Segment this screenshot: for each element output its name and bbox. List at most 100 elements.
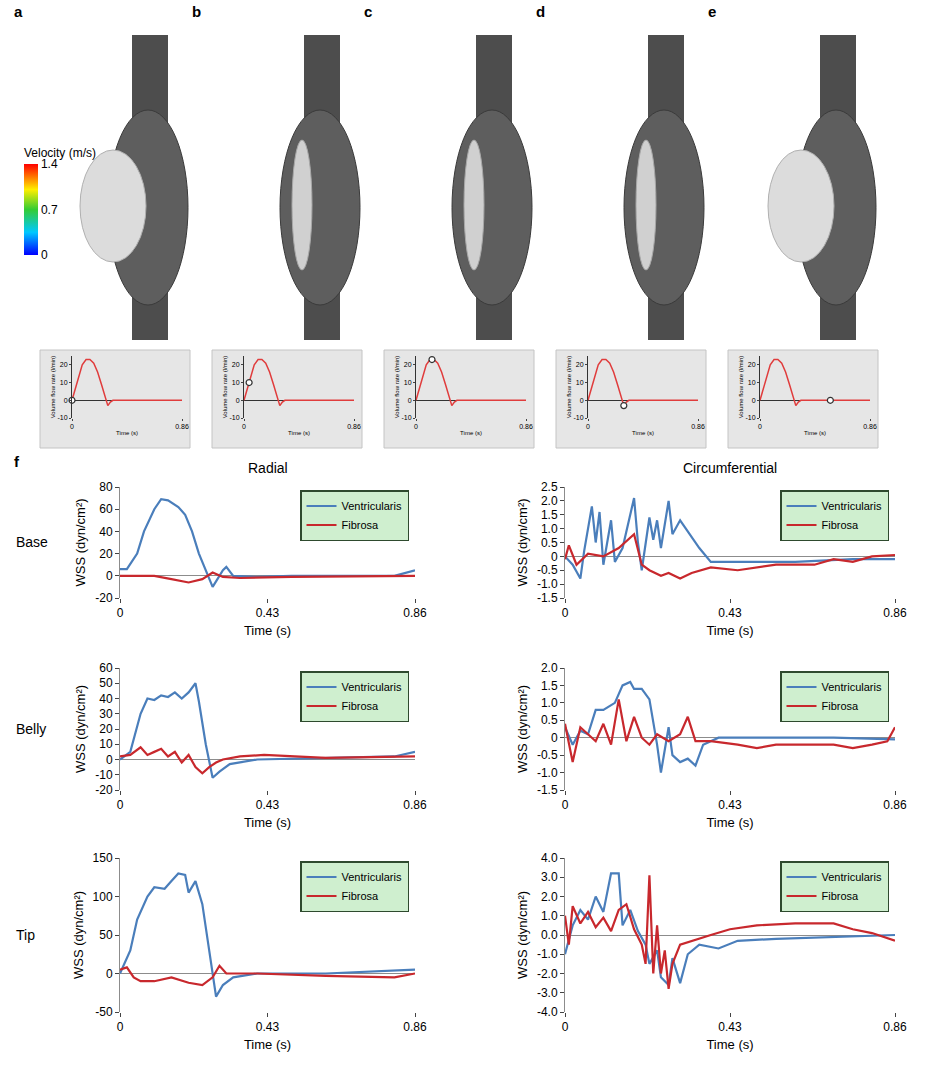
svg-text:Circumferential: Circumferential: [683, 460, 777, 476]
svg-text:f: f: [14, 453, 20, 470]
svg-text:2.0: 2.0: [541, 661, 558, 675]
svg-text:-1.0: -1.0: [537, 577, 558, 591]
svg-text:-0.5: -0.5: [537, 748, 558, 762]
svg-text:4.0: 4.0: [541, 851, 558, 865]
svg-text:2.0: 2.0: [541, 494, 558, 508]
svg-text:Time (s): Time (s): [632, 430, 654, 436]
svg-text:Ventricularis: Ventricularis: [342, 500, 402, 512]
svg-text:Ventricularis: Ventricularis: [822, 871, 882, 883]
svg-text:2.5: 2.5: [541, 480, 558, 494]
svg-text:10: 10: [232, 379, 240, 386]
svg-text:Belly: Belly: [16, 721, 46, 737]
svg-text:3.0: 3.0: [541, 870, 558, 884]
svg-text:a: a: [14, 3, 23, 20]
svg-text:-10: -10: [229, 414, 239, 421]
svg-text:Fibrosa: Fibrosa: [822, 700, 860, 712]
svg-text:WSS (dyn/cm²): WSS (dyn/cm²): [71, 891, 86, 979]
svg-text:Time (s): Time (s): [460, 430, 482, 436]
svg-text:Tip: Tip: [16, 927, 35, 943]
svg-text:0: 0: [562, 798, 569, 812]
svg-text:20: 20: [404, 361, 412, 368]
svg-text:Volume flow rate (l/min): Volume flow rate (l/min): [394, 356, 400, 419]
svg-text:Volume flow rate (l/min): Volume flow rate (l/min): [738, 356, 744, 419]
svg-text:0: 0: [562, 1020, 569, 1034]
svg-text:40: 40: [99, 525, 113, 539]
svg-text:1.5: 1.5: [541, 508, 558, 522]
svg-text:0.43: 0.43: [256, 606, 280, 620]
svg-text:-10: -10: [401, 414, 411, 421]
svg-text:0: 0: [758, 423, 762, 430]
svg-text:20: 20: [99, 722, 113, 736]
svg-text:-1.5: -1.5: [537, 591, 558, 605]
svg-text:WSS (dyn/cm²): WSS (dyn/cm²): [73, 498, 88, 586]
svg-text:40: 40: [99, 692, 113, 706]
svg-text:Fibrosa: Fibrosa: [822, 519, 860, 531]
svg-text:0: 0: [70, 423, 74, 430]
svg-text:0: 0: [236, 397, 240, 404]
svg-text:Velocity (m/s): Velocity (m/s): [24, 146, 96, 160]
svg-text:b: b: [192, 3, 201, 20]
svg-text:0: 0: [562, 606, 569, 620]
svg-text:Time (s): Time (s): [706, 623, 753, 638]
svg-text:0: 0: [41, 248, 48, 262]
svg-text:Base: Base: [16, 534, 48, 550]
svg-text:0.0: 0.0: [541, 928, 558, 942]
svg-text:-20: -20: [95, 783, 113, 797]
svg-text:1.0: 1.0: [541, 909, 558, 923]
svg-text:0: 0: [106, 967, 113, 981]
svg-text:-10: -10: [95, 768, 113, 782]
svg-text:0: 0: [551, 731, 558, 745]
svg-text:0: 0: [64, 397, 68, 404]
svg-text:-1.0: -1.0: [537, 766, 558, 780]
svg-text:1.5: 1.5: [541, 679, 558, 693]
svg-text:2.0: 2.0: [541, 890, 558, 904]
svg-text:0: 0: [408, 397, 412, 404]
svg-text:WSS (dyn/cm²): WSS (dyn/cm²): [73, 685, 88, 773]
svg-text:1.0: 1.0: [541, 522, 558, 536]
svg-text:WSS (dyn/cm²): WSS (dyn/cm²): [515, 891, 530, 979]
svg-text:Volume flow rate (l/min): Volume flow rate (l/min): [566, 356, 572, 419]
svg-text:0: 0: [551, 550, 558, 564]
svg-text:80: 80: [99, 480, 113, 494]
svg-text:-0.5: -0.5: [537, 563, 558, 577]
svg-text:0: 0: [117, 1020, 124, 1034]
svg-text:50: 50: [99, 928, 113, 942]
svg-text:0: 0: [106, 569, 113, 583]
svg-text:0.86: 0.86: [347, 423, 361, 430]
svg-text:10: 10: [404, 379, 412, 386]
svg-text:0: 0: [117, 798, 124, 812]
svg-text:0.7: 0.7: [41, 203, 58, 217]
svg-text:60: 60: [99, 502, 113, 516]
svg-text:Radial: Radial: [248, 460, 288, 476]
svg-text:0.43: 0.43: [718, 1020, 742, 1034]
svg-text:0: 0: [586, 423, 590, 430]
svg-text:WSS (dyn/cm²): WSS (dyn/cm²): [515, 498, 530, 586]
svg-text:-50: -50: [95, 1005, 113, 1019]
svg-text:0.86: 0.86: [691, 423, 705, 430]
svg-text:-10: -10: [573, 414, 583, 421]
svg-text:0.86: 0.86: [883, 606, 907, 620]
svg-text:1.0: 1.0: [541, 696, 558, 710]
svg-text:Time (s): Time (s): [706, 815, 753, 830]
svg-text:0: 0: [580, 397, 584, 404]
svg-text:20: 20: [60, 361, 68, 368]
svg-text:Time (s): Time (s): [116, 430, 138, 436]
svg-text:0.5: 0.5: [541, 713, 558, 727]
svg-text:1.4: 1.4: [41, 157, 58, 171]
svg-text:20: 20: [232, 361, 240, 368]
svg-text:Time (s): Time (s): [706, 1037, 753, 1052]
svg-text:-4.0: -4.0: [537, 1005, 558, 1019]
svg-text:-2.0: -2.0: [537, 967, 558, 981]
svg-text:150: 150: [93, 851, 113, 865]
svg-text:Fibrosa: Fibrosa: [822, 890, 860, 902]
svg-text:-1.5: -1.5: [537, 783, 558, 797]
svg-text:c: c: [364, 3, 372, 20]
svg-text:100: 100: [93, 890, 113, 904]
svg-text:20: 20: [576, 361, 584, 368]
svg-text:0.43: 0.43: [718, 798, 742, 812]
svg-text:Fibrosa: Fibrosa: [342, 700, 380, 712]
svg-text:50: 50: [99, 676, 113, 690]
svg-text:-20: -20: [95, 591, 113, 605]
svg-text:30: 30: [99, 707, 113, 721]
svg-text:Ventricularis: Ventricularis: [342, 681, 402, 693]
